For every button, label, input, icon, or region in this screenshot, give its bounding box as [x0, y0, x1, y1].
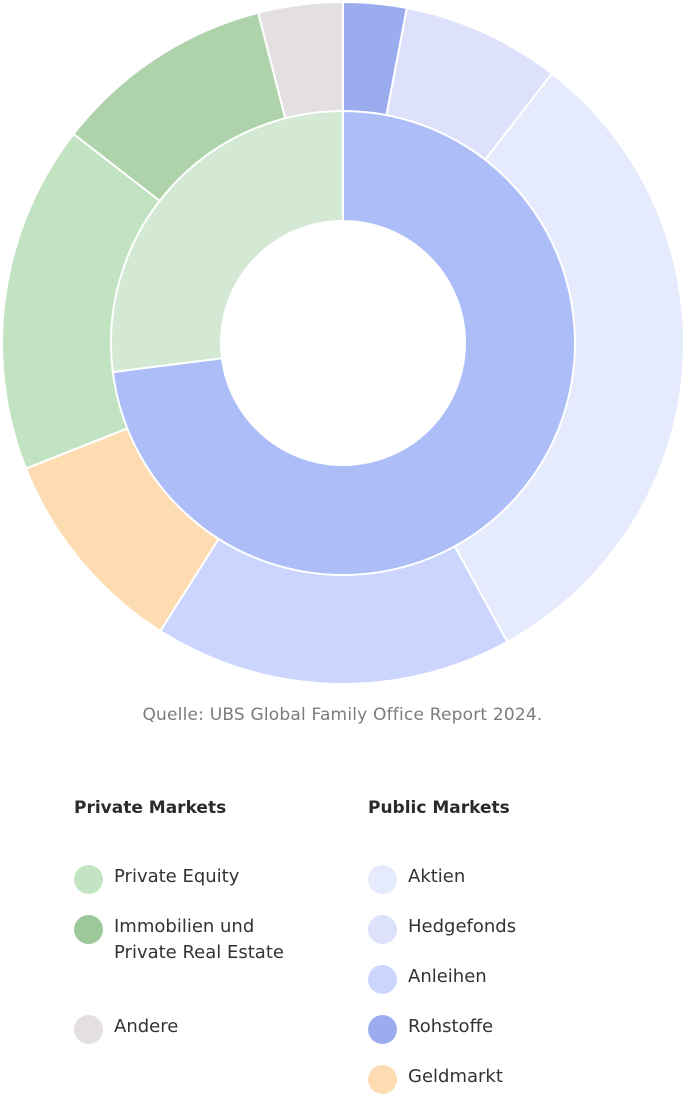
swatch-real-estate — [74, 915, 103, 944]
legend-label: Private Equity — [114, 866, 240, 887]
legend-item-geldmarkt: Geldmarkt — [368, 1065, 503, 1094]
legend-label: Geldmarkt — [408, 1066, 503, 1087]
legend-label: Hedgefonds — [408, 916, 517, 937]
inner-slice-private-markets — [110, 109, 344, 374]
swatch-andere — [74, 1015, 103, 1044]
legend-item-rohstoffe: Rohstoffe — [368, 1015, 493, 1044]
legend-item-private-equity: Private Equity — [74, 865, 239, 894]
legend-label: Immobilien und Private Real Estate — [114, 916, 284, 963]
sunburst-chart — [1, 0, 685, 685]
legend-label: Aktien — [408, 866, 466, 887]
source-note: Quelle: UBS Global Family Office Report … — [142, 705, 543, 725]
swatch-hedgefonds — [368, 915, 397, 944]
legend-label: Rohstoffe — [408, 1016, 494, 1037]
swatch-geldmarkt — [368, 1065, 397, 1094]
inner-slice-public-markets — [111, 109, 576, 576]
legend-label: Anleihen — [408, 966, 487, 987]
legend-item-real-estate: Immobilien und Private Real Estate — [74, 915, 309, 966]
legend-item-andere: Andere — [74, 1015, 178, 1044]
legend-item-anleihen: Anleihen — [368, 965, 487, 994]
legend-private-title: Private Markets — [74, 798, 227, 818]
legend-private-markets: Private Markets Private Equity Immobilie… — [74, 798, 284, 1044]
legend-label: Andere — [114, 1016, 179, 1037]
legend-item-aktien: Aktien — [368, 865, 465, 894]
swatch-rohstoffe — [368, 1015, 397, 1044]
legend-public-title: Public Markets — [368, 798, 510, 818]
swatch-aktien — [368, 865, 397, 894]
legend-item-hedgefonds: Hedgefonds — [368, 915, 516, 944]
legend-public-markets: Public Markets Aktien Hedgefonds Anleihe… — [368, 798, 516, 1094]
swatch-anleihen — [368, 965, 397, 994]
swatch-private-equity — [74, 865, 103, 894]
